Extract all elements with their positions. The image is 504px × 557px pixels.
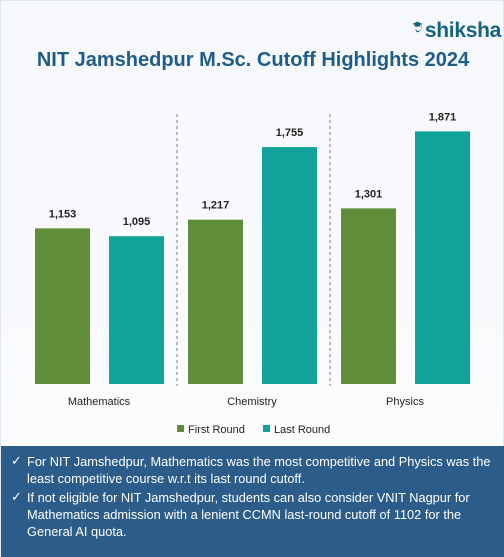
checkmark-icon: ✓: [11, 454, 22, 469]
brand-logo: shiksha: [411, 9, 501, 47]
bar-last-round: [109, 236, 164, 384]
bar-last-round: [415, 131, 470, 384]
category-label: Mathematics: [68, 396, 131, 408]
legend-label: First Round: [188, 424, 245, 436]
brand-name: shiksha: [424, 19, 501, 42]
bar-first-round: [188, 219, 243, 384]
bar-first-round: [341, 208, 396, 384]
category-label: Physics: [386, 396, 424, 408]
chart-title: NIT Jamshedpur M.Sc. Cutoff Highlights 2…: [36, 49, 470, 71]
note-item: ✓ For NIT Jamshedpur, Mathematics was th…: [11, 453, 495, 487]
note-text: For NIT Jamshedpur, Mathematics was the …: [27, 454, 491, 486]
legend-swatch: [177, 425, 184, 432]
notes-panel: ✓ For NIT Jamshedpur, Mathematics was th…: [1, 446, 504, 557]
data-label: 1,871: [429, 111, 457, 123]
data-label: 1,755: [276, 127, 304, 139]
data-label: 1,217: [202, 200, 230, 212]
note-item: ✓ If not eligible for NIT Jamshedpur, st…: [11, 489, 495, 540]
data-label: 1,301: [355, 188, 383, 200]
legend-swatch: [263, 425, 270, 432]
checkmark-icon: ✓: [11, 490, 22, 505]
bar-first-round: [35, 228, 90, 384]
legend-label: Last Round: [274, 424, 330, 436]
note-text: If not eligible for NIT Jamshedpur, stud…: [27, 490, 470, 539]
data-label: 1,153: [49, 208, 77, 220]
bar-last-round: [262, 147, 317, 384]
data-label: 1,095: [123, 216, 151, 228]
graduation-cap-icon: [412, 21, 423, 33]
bar-chart: 1,153 1,095 Mathematics 1,217 1,755 Chemistry…: [35, 111, 470, 436]
category-label: Chemistry: [227, 396, 277, 408]
